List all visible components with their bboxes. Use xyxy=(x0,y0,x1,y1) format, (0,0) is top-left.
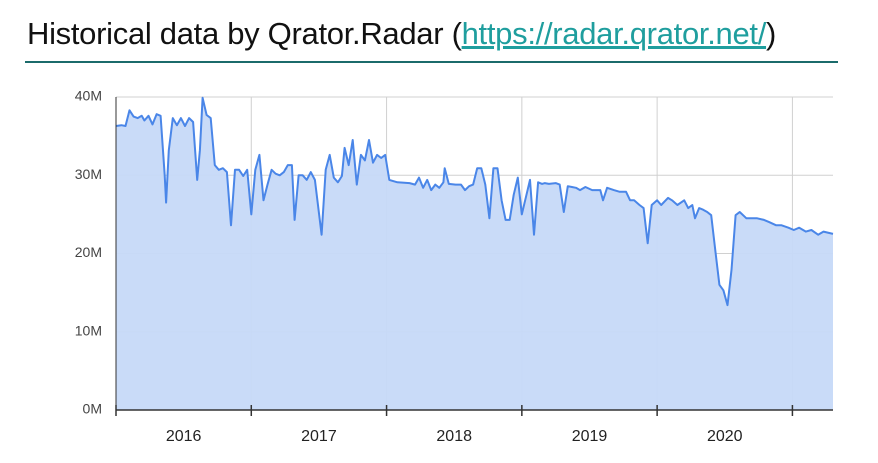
title-suffix: ) xyxy=(766,16,777,51)
title-rule xyxy=(25,61,838,63)
y-tick-label: 40M xyxy=(75,88,102,104)
title-link[interactable]: https://radar.qrator.net/ xyxy=(461,16,767,51)
title-text: Historical data by Qrator.Radar ( xyxy=(27,16,462,51)
title: Historical data by Qrator.Radar (https:/… xyxy=(27,16,776,52)
line xyxy=(115,96,834,307)
x-tick-label: 2019 xyxy=(572,428,608,445)
x-tick-label: 2020 xyxy=(707,428,743,445)
area xyxy=(116,97,833,411)
x-tick-label: 2018 xyxy=(436,428,472,445)
y-tick-label: 30M xyxy=(75,166,102,182)
y-tick-label: 10M xyxy=(75,322,102,338)
y-tick-label: 20M xyxy=(75,244,102,260)
y-tick-label: 0M xyxy=(83,401,102,417)
x-tick-label: 2017 xyxy=(301,428,337,445)
x-tick-label: 2016 xyxy=(166,428,202,445)
